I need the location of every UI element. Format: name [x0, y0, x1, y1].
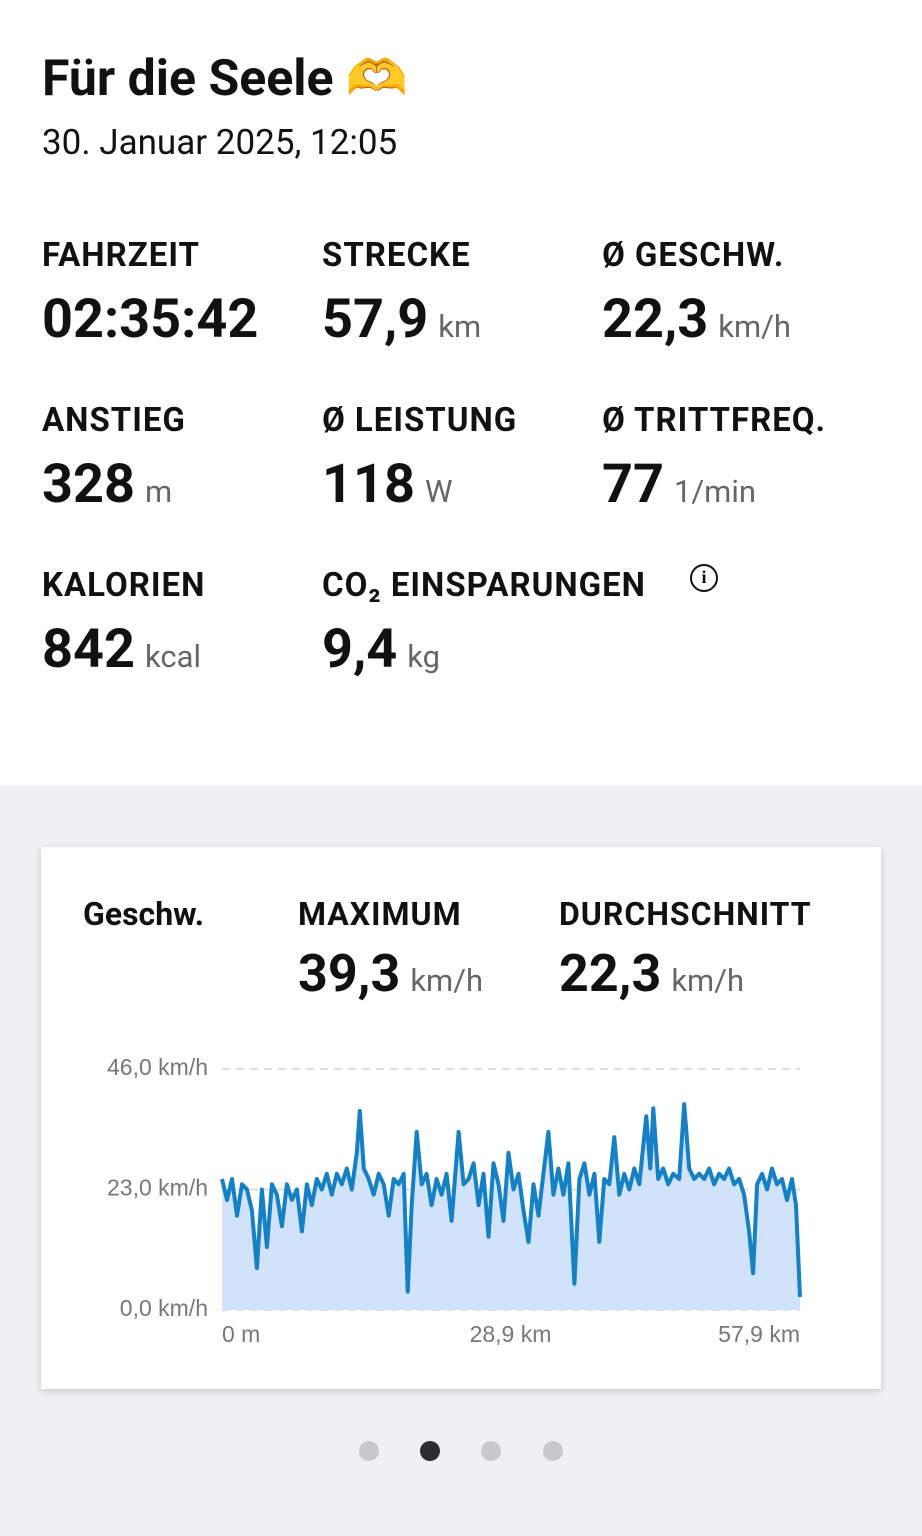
summary-value: 22,3	[559, 943, 662, 1004]
y-tick-label: 0,0 km/h	[120, 1295, 208, 1321]
stat-value: 118	[322, 453, 415, 516]
page-dot[interactable]	[481, 1441, 501, 1461]
stat: CO₂ EINSPARUNGEN 9,4 kg	[322, 566, 646, 681]
y-tick-label: 46,0 km/h	[107, 1054, 208, 1080]
summary-unit: km/h	[671, 962, 745, 999]
summary-item: MAXIMUM 39,3 km/h	[298, 895, 483, 1004]
date: 30. Januar 2025, 12:05	[42, 122, 398, 163]
x-tick-label: 28,9 km	[470, 1321, 552, 1347]
stat-value: 9,4	[322, 618, 398, 681]
summary-value: 39,3	[298, 943, 401, 1004]
stat-label: STRECKE	[322, 236, 471, 275]
summary-panel: Für die Seele 🫶 30. Januar 2025, 12:05 F…	[0, 0, 922, 785]
stat-value: 22,3	[602, 288, 709, 351]
x-tick-label: 0 m	[222, 1321, 260, 1347]
stat-unit: km/h	[718, 308, 791, 345]
info-icon[interactable]: i	[690, 564, 718, 592]
title: Für die Seele 🫶	[42, 50, 409, 108]
stat-unit: kcal	[144, 638, 201, 675]
stat-value: 328	[42, 453, 135, 516]
stat-label: Ø LEISTUNG	[322, 401, 518, 440]
stat-label: CO₂ EINSPARUNGEN	[322, 566, 646, 605]
stat-unit: km	[438, 308, 482, 345]
summary-item: DURCHSCHNITT 22,3 km/h	[559, 895, 812, 1004]
stat-unit: W	[424, 473, 453, 510]
stat: FAHRZEIT 02:35:42	[42, 236, 258, 351]
stat-value: 77	[602, 453, 664, 516]
card-label: Geschw.	[83, 895, 204, 933]
stat: Ø GESCHW. 22,3 km/h	[602, 236, 791, 351]
stat-unit: 1/min	[673, 473, 757, 510]
line	[220, 1102, 802, 1297]
stat-label: ANSTIEG	[42, 401, 186, 440]
page-dot[interactable]	[359, 1441, 379, 1461]
summary-label: MAXIMUM	[298, 895, 462, 933]
summary-unit: km/h	[410, 962, 484, 999]
stat: STRECKE 57,9 km	[322, 236, 481, 351]
y-tick-label: 23,0 km/h	[107, 1175, 208, 1201]
stat: KALORIEN 842 kcal	[42, 566, 205, 681]
stat-value: 842	[42, 618, 135, 681]
stat: Ø LEISTUNG 118 W	[322, 401, 517, 516]
stat-value: 02:35:42	[42, 288, 259, 351]
stat: ANSTIEG 328 m	[42, 401, 186, 516]
stat-label: KALORIEN	[42, 566, 206, 605]
x-tick-label: 57,9 km	[718, 1321, 800, 1347]
area	[222, 1104, 800, 1310]
stat-label: Ø GESCHW.	[602, 236, 785, 275]
stat: Ø TRITTFREQ. 77 1/min	[602, 401, 826, 516]
stat-label: FAHRZEIT	[42, 236, 200, 275]
stat-unit: kg	[407, 638, 441, 675]
stat-label: Ø TRITTFREQ.	[602, 401, 827, 440]
summary-label: DURCHSCHNITT	[559, 895, 812, 933]
page-dot[interactable]	[543, 1441, 563, 1461]
stat-unit: m	[144, 473, 173, 510]
page-dot-active[interactable]	[420, 1441, 440, 1461]
stat-value: 57,9	[322, 288, 429, 351]
